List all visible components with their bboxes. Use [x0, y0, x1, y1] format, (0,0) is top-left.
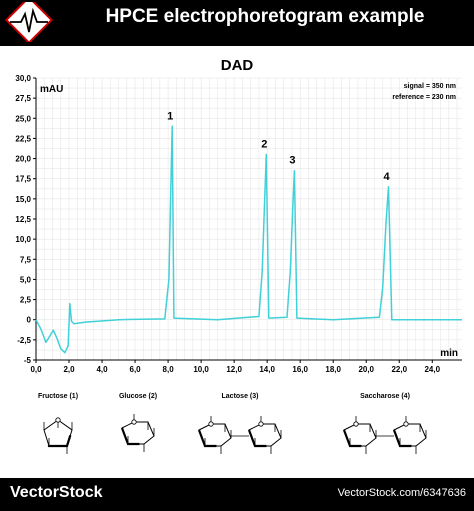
structure-name: Fructose (1) — [38, 393, 78, 400]
peak-label: 2 — [261, 139, 267, 151]
structure-name: Glucose (2) — [119, 393, 157, 400]
series — [35, 125, 462, 354]
page-title: HPCE electrophoretogram example — [105, 6, 425, 27]
ecg-logo-icon — [4, 2, 54, 42]
structure-name: Saccharose (4) — [360, 393, 410, 400]
ring-oxygen — [403, 421, 409, 427]
signal-trace — [35, 125, 462, 354]
electrophoretogram-chart: DAD 0,0 2,0 4,0 6,0 8,0 10,0 12,0 14,0 16,0 18,0 2… — [15, 57, 462, 374]
ring-oxygen — [353, 421, 359, 427]
sugar-structures: Fructose (1) Glucose (2) Lactose (3) Saccha… — [38, 393, 428, 454]
x-tick-label: 6,0 — [130, 365, 142, 374]
y-tick-label: 7,5 — [20, 255, 32, 264]
footer-bar: VectorStock VectorStock.com/6347636 — [0, 478, 474, 511]
ring-oxygen — [55, 417, 61, 423]
y-tick-label: 25,0 — [15, 114, 31, 123]
x-tick-label: 22,0 — [391, 365, 407, 374]
ring-oxygen — [258, 421, 264, 427]
peak-labels: 1 2 3 4 — [167, 110, 390, 182]
y-tick-label: 30,0 — [15, 74, 31, 83]
x-tick-label: 10,0 — [193, 365, 209, 374]
structure-4: Saccharose (4) — [342, 393, 428, 454]
structure-2: Glucose (2) — [119, 393, 157, 452]
x-tick-label: 24,0 — [424, 365, 440, 374]
ring-oxygen — [131, 419, 137, 425]
ring-bond — [42, 418, 74, 448]
header-bar: HPCE electrophoretogram example — [0, 0, 474, 46]
x-tick-label: 16,0 — [292, 365, 308, 374]
structure-name: Lactose (3) — [222, 393, 259, 400]
x-tick-label: 4,0 — [96, 365, 108, 374]
y-tick-label: -5 — [24, 356, 32, 365]
x-tick-label: 0,0 — [30, 365, 42, 374]
x-tick-label: 14,0 — [259, 365, 275, 374]
tick-labels: 0,0 2,0 4,0 6,0 8,0 10,0 12,0 14,0 16,0 18,0 20,0 2… — [15, 74, 440, 374]
x-tick-label: 2,0 — [63, 365, 75, 374]
peak-label: 4 — [383, 171, 390, 183]
signal-annotation: signal = 350 nm — [404, 83, 456, 90]
reference-annotation: reference = 230 nm — [392, 94, 456, 101]
y-tick-label: 27,5 — [15, 94, 31, 103]
y-tick-label: 20,0 — [15, 155, 31, 164]
structure-1: Fructose (1) — [38, 393, 78, 454]
y-tick-label: 22,5 — [15, 134, 31, 143]
x-tick-label: 18,0 — [325, 365, 341, 374]
y-tick-label: 10,0 — [15, 235, 31, 244]
peak-label: 3 — [289, 155, 295, 167]
brand-name: VectorStock — [10, 484, 103, 501]
x-tick-label: 20,0 — [358, 365, 374, 374]
y-tick-label: -2,5 — [17, 336, 31, 345]
peak-label: 1 — [167, 110, 173, 122]
y-axis-label: mAU — [40, 84, 63, 95]
y-tick-label: 17,5 — [15, 175, 31, 184]
structure-3: Lactose (3) — [197, 393, 283, 454]
y-tick-label: 2,5 — [20, 296, 32, 305]
x-tick-label: 8,0 — [163, 365, 175, 374]
chart-title: DAD — [221, 57, 254, 74]
ring-oxygen — [208, 421, 214, 427]
axes — [33, 77, 462, 363]
y-tick-label: 15,0 — [15, 195, 31, 204]
x-tick-label: 12,0 — [226, 365, 242, 374]
y-tick-label: 5,0 — [20, 275, 32, 284]
y-tick-label: 12,5 — [15, 215, 31, 224]
x-axis-label: min — [440, 348, 458, 359]
y-tick-label: 0 — [27, 316, 32, 325]
image-credit: VectorStock.com/6347636 — [337, 487, 466, 499]
